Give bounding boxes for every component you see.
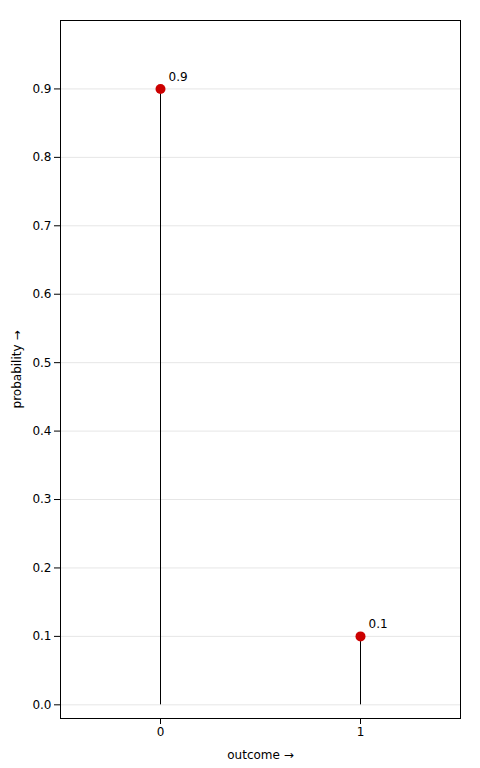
svg-text:0.0: 0.0 [32,698,51,712]
svg-text:0.8: 0.8 [32,150,51,164]
svg-text:outcome →: outcome → [227,748,294,762]
svg-text:0.9: 0.9 [169,70,188,84]
svg-text:0.3: 0.3 [32,492,51,506]
svg-text:0: 0 [157,725,165,739]
svg-text:0.2: 0.2 [32,561,51,575]
svg-text:0.1: 0.1 [32,629,51,643]
svg-text:0.1: 0.1 [369,617,388,631]
svg-text:0.4: 0.4 [32,424,51,438]
svg-text:0.7: 0.7 [32,219,51,233]
svg-text:1: 1 [357,725,365,739]
svg-text:0.5: 0.5 [32,355,51,369]
svg-text:0.6: 0.6 [32,287,51,301]
svg-text:0.9: 0.9 [32,82,51,96]
svg-text:probability →: probability → [10,331,24,409]
